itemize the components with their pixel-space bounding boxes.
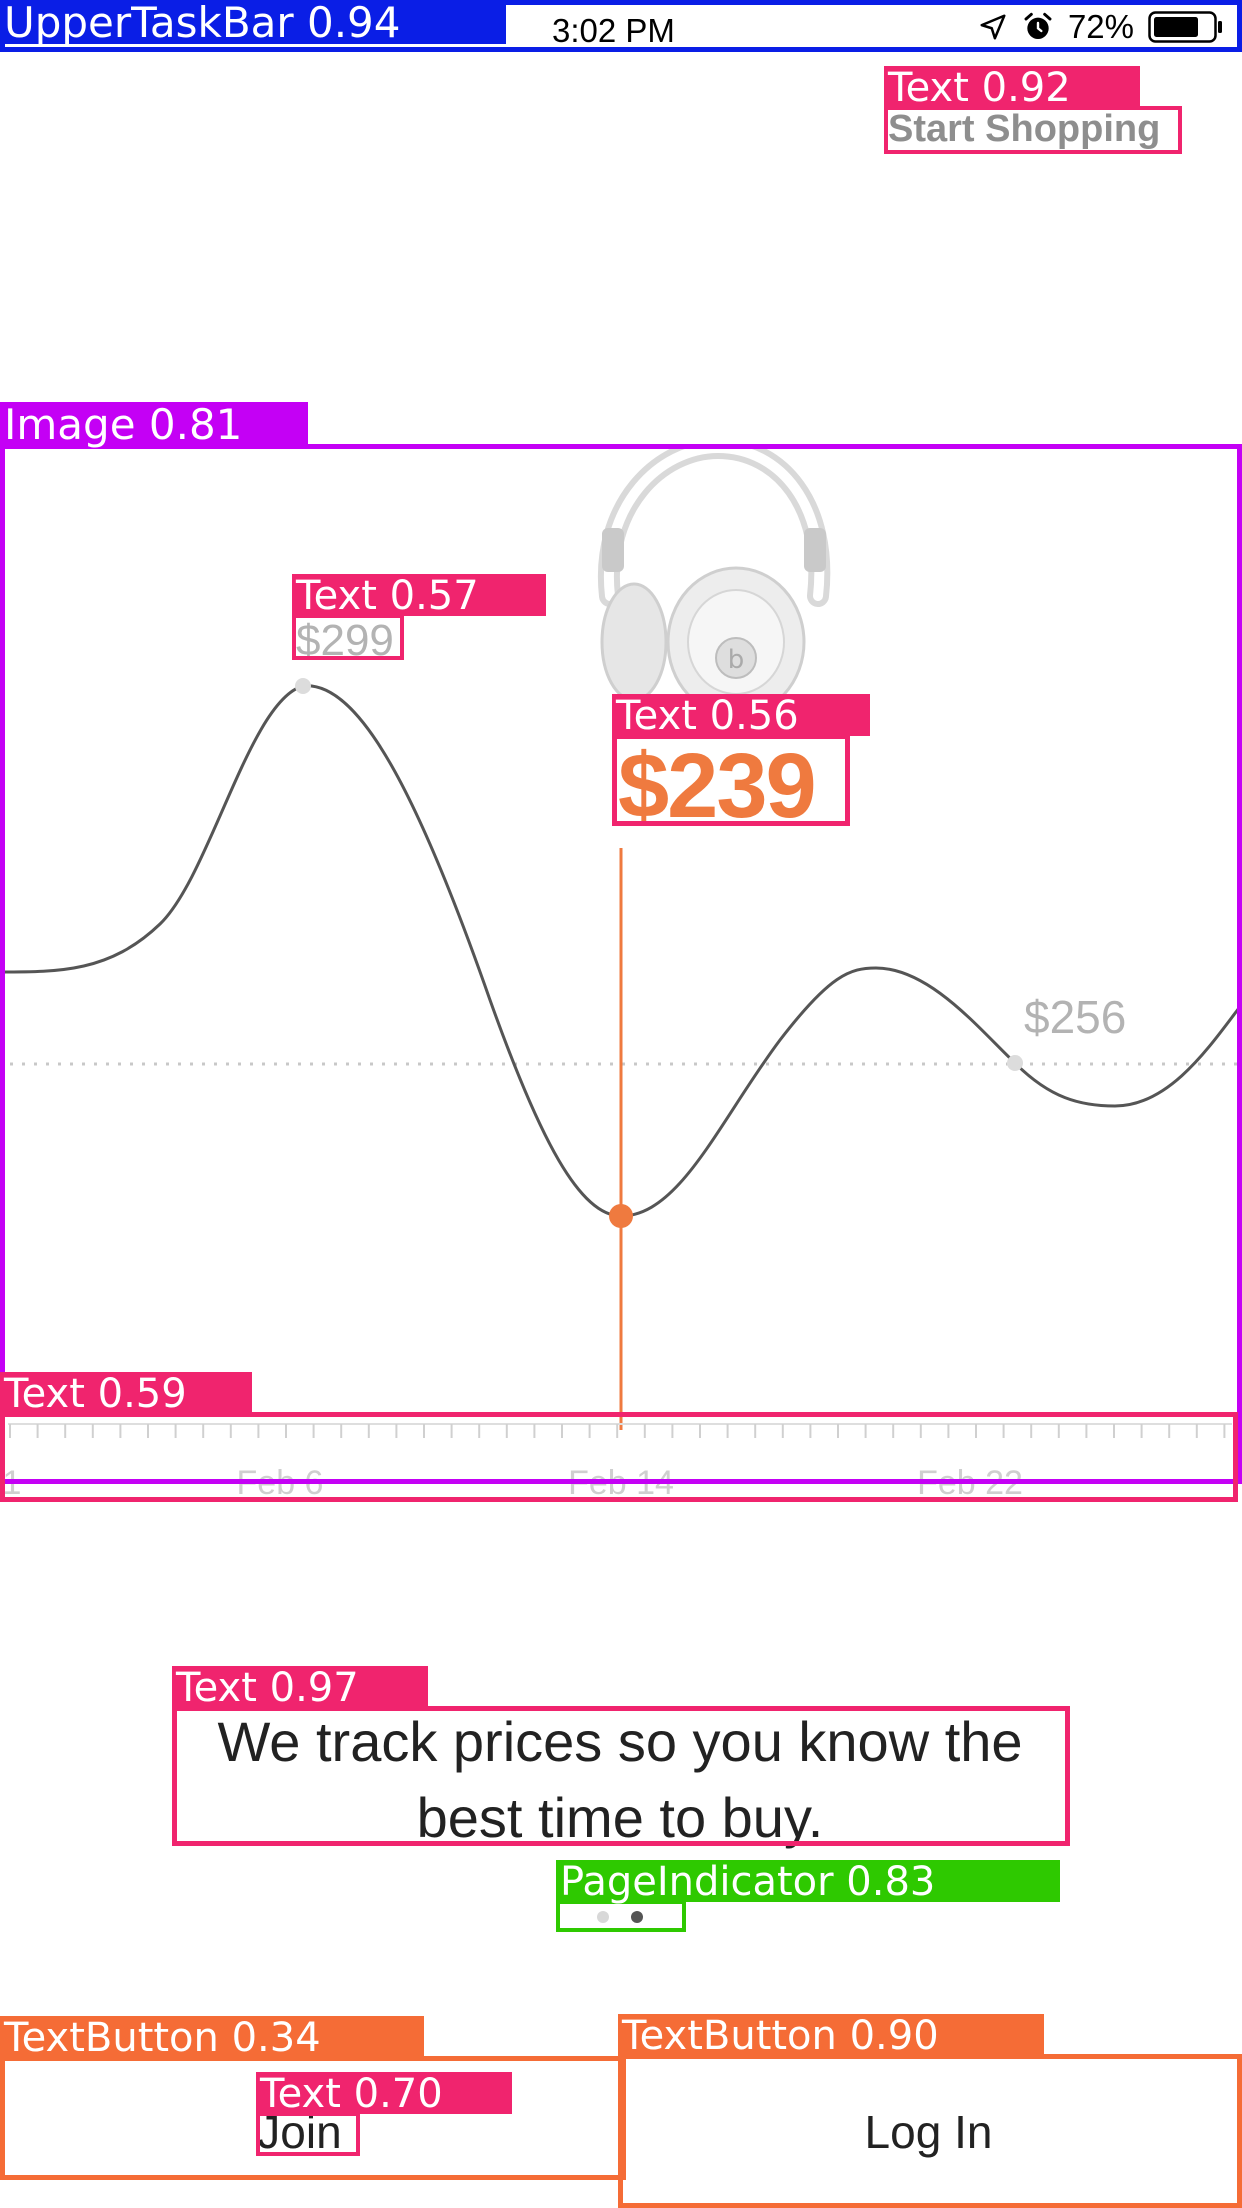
- box-start-shopping: [884, 106, 1182, 154]
- tag-upper-task-bar: UpperTaskBar 0.94: [0, 0, 506, 44]
- box-login-button: [618, 2054, 1242, 2208]
- tag-price-current: Text 0.56: [612, 694, 870, 736]
- box-image: [0, 444, 1242, 1484]
- tag-page-indicator: PageIndicator 0.83: [556, 1860, 1060, 1902]
- tag-tagline: Text 0.97: [172, 1666, 428, 1708]
- tag-image: Image 0.81: [0, 402, 308, 446]
- tag-price-peak: Text 0.57: [292, 574, 546, 616]
- tag-login-button: TextButton 0.90: [618, 2014, 1044, 2056]
- box-tick-labels: [0, 1412, 1238, 1502]
- box-price-peak: [292, 614, 404, 660]
- box-join-text: [256, 2112, 360, 2156]
- tag-tick-labels: Text 0.59: [0, 1372, 252, 1414]
- box-price-current: [612, 734, 850, 826]
- tag-join-button: TextButton 0.34: [0, 2016, 424, 2058]
- box-tagline: [172, 1706, 1070, 1846]
- tag-join-text: Text 0.70: [256, 2072, 512, 2114]
- tag-start-shopping: Text 0.92: [884, 66, 1140, 108]
